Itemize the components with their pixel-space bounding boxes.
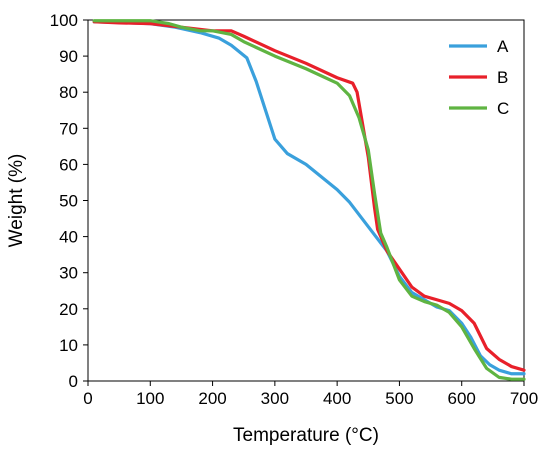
- series-line-a: [92, 20, 526, 376]
- axes-layer: [83, 19, 525, 386]
- x-tick-label: 200: [198, 389, 226, 408]
- y-tick-label: 80: [59, 83, 78, 102]
- x-tick-label: 100: [136, 389, 164, 408]
- tick-labels: 0 100 200 300 400 500 600 700 0 10 20 30 40 50 60 70 80 9…: [50, 11, 539, 408]
- y-tick-label: 100: [50, 11, 78, 30]
- y-tick-label: 90: [59, 47, 78, 66]
- x-tick-label: 400: [323, 389, 351, 408]
- y-tick-label: 0: [69, 372, 78, 391]
- x-tick-label: 0: [83, 389, 92, 408]
- y-tick-label: 40: [59, 228, 78, 247]
- y-tick-label: 50: [59, 192, 78, 211]
- y-tick-label: 20: [59, 300, 78, 319]
- series-line-b: [92, 20, 526, 372]
- x-tick-label: 300: [261, 389, 289, 408]
- plot-frame: [87, 19, 525, 382]
- x-tick-label: 600: [448, 389, 476, 408]
- series-layer: [92, 19, 526, 381]
- legend-label-c: C: [497, 99, 509, 118]
- legend: ABC: [449, 37, 509, 118]
- x-tick-label: 700: [510, 389, 538, 408]
- x-axis-title: Temperature (°C): [233, 425, 379, 446]
- legend-label-a: A: [497, 37, 509, 56]
- legend-label-b: B: [497, 68, 508, 87]
- y-tick-label: 70: [59, 119, 78, 138]
- y-tick-label: 10: [59, 336, 78, 355]
- y-tick-label: 60: [59, 155, 78, 174]
- series-line-c: [92, 19, 526, 381]
- y-tick-label: 30: [59, 264, 78, 283]
- y-axis-title: Weight (%): [6, 154, 27, 248]
- x-tick-label: 500: [385, 389, 413, 408]
